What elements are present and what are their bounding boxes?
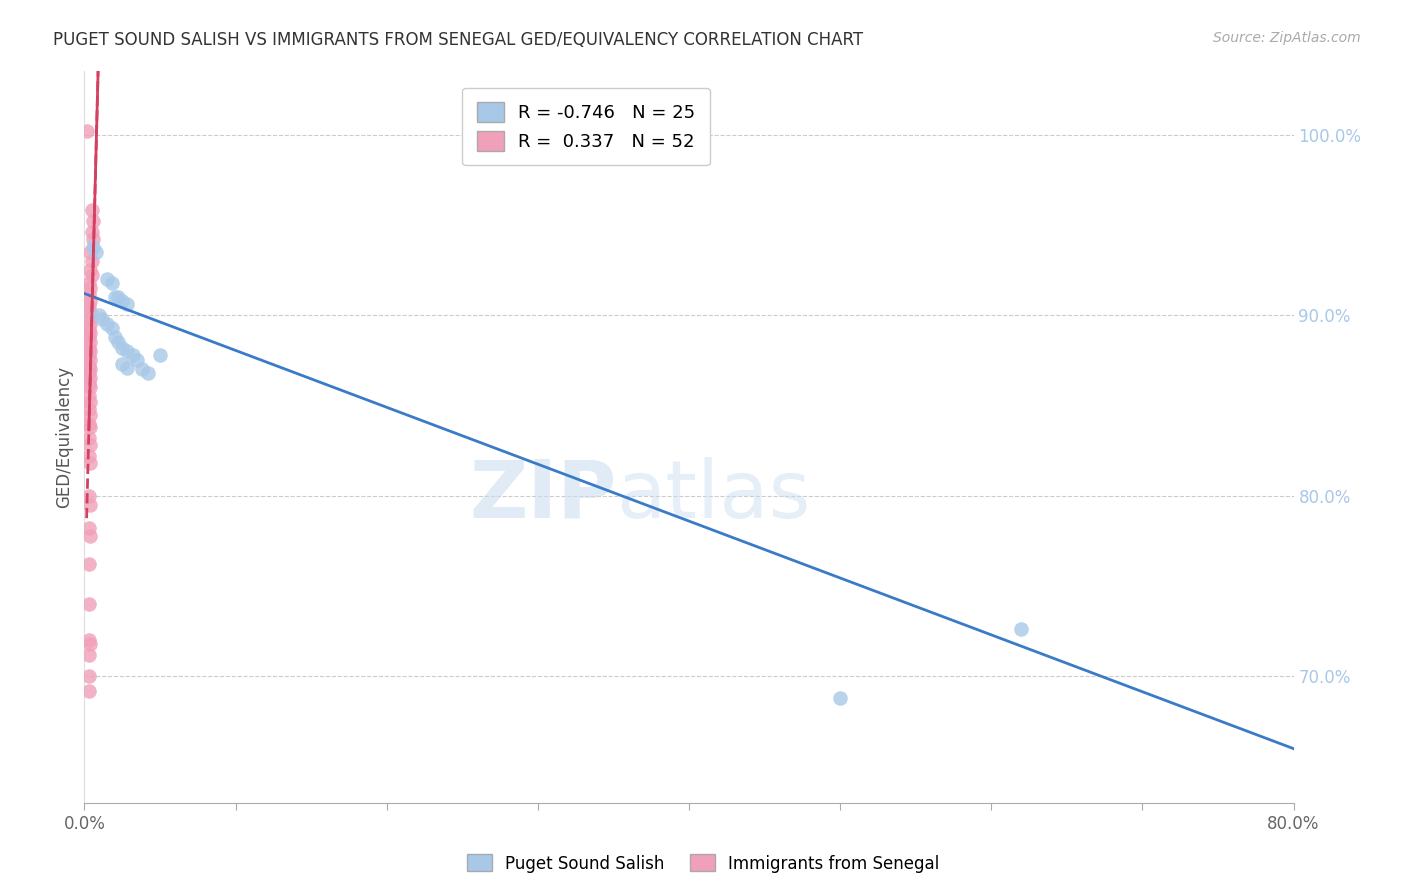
Point	[79, 438, 101, 452]
Point	[77, 669, 100, 683]
Point	[104, 290, 127, 304]
Point	[79, 637, 101, 651]
Point	[107, 290, 129, 304]
Point	[79, 395, 101, 409]
Point	[111, 357, 134, 371]
Point	[79, 263, 101, 277]
Text: atlas: atlas	[616, 457, 811, 534]
Point	[79, 304, 101, 318]
Point	[80, 225, 103, 239]
Point	[79, 380, 101, 394]
Point	[77, 558, 100, 572]
Text: ZIP: ZIP	[470, 457, 616, 534]
Point	[149, 348, 172, 362]
Point	[80, 268, 103, 283]
Point	[115, 297, 138, 311]
Point	[77, 683, 100, 698]
Point	[82, 214, 104, 228]
Point	[115, 360, 138, 375]
Point	[77, 376, 100, 391]
Point	[77, 389, 100, 403]
Point	[80, 254, 103, 268]
Point	[77, 311, 100, 326]
Point	[115, 344, 138, 359]
Point	[77, 286, 100, 301]
Point	[131, 362, 153, 376]
Point	[111, 293, 134, 308]
Point	[79, 344, 101, 359]
Point	[79, 408, 101, 422]
Point	[127, 353, 149, 368]
Point	[77, 648, 100, 662]
Point	[830, 691, 852, 706]
Legend: R = -0.746   N = 25, R =  0.337   N = 52: R = -0.746 N = 25, R = 0.337 N = 52	[463, 87, 710, 165]
Point	[77, 330, 100, 344]
Point	[79, 456, 101, 470]
Point	[79, 353, 101, 368]
Point	[100, 321, 122, 335]
Point	[77, 402, 100, 417]
Point	[77, 417, 100, 431]
Point	[77, 323, 100, 337]
Point	[77, 299, 100, 313]
Point	[79, 335, 101, 350]
Point	[79, 420, 101, 434]
Point	[1011, 623, 1033, 637]
Point	[77, 449, 100, 463]
Point	[77, 348, 100, 362]
Text: PUGET SOUND SALISH VS IMMIGRANTS FROM SENEGAL GED/EQUIVALENCY CORRELATION CHART: PUGET SOUND SALISH VS IMMIGRANTS FROM SE…	[53, 31, 863, 49]
Point	[79, 498, 101, 512]
Point	[77, 431, 100, 445]
Point	[104, 330, 127, 344]
Point	[79, 326, 101, 341]
Point	[80, 203, 103, 218]
Point	[86, 244, 108, 259]
Point	[77, 359, 100, 373]
Point	[82, 239, 104, 253]
Point	[91, 311, 114, 326]
Point	[77, 597, 100, 611]
Point	[79, 281, 101, 295]
Point	[111, 341, 134, 355]
Text: Source: ZipAtlas.com: Source: ZipAtlas.com	[1213, 31, 1361, 45]
Point	[82, 232, 104, 246]
Point	[79, 317, 101, 331]
Point	[79, 293, 101, 308]
Point	[77, 366, 100, 380]
Y-axis label: GED/Equivalency: GED/Equivalency	[55, 366, 73, 508]
Point	[79, 371, 101, 385]
Point	[77, 489, 100, 503]
Point	[96, 317, 118, 331]
Point	[89, 308, 111, 322]
Point	[96, 272, 118, 286]
Point	[79, 528, 101, 542]
Point	[79, 244, 101, 259]
Point	[76, 124, 98, 138]
Point	[79, 362, 101, 376]
Point	[121, 348, 143, 362]
Point	[136, 366, 159, 380]
Point	[77, 633, 100, 648]
Point	[100, 276, 122, 290]
Point	[107, 335, 129, 350]
Legend: Puget Sound Salish, Immigrants from Senegal: Puget Sound Salish, Immigrants from Sene…	[460, 847, 946, 880]
Point	[77, 341, 100, 355]
Point	[77, 276, 100, 290]
Point	[77, 521, 100, 535]
